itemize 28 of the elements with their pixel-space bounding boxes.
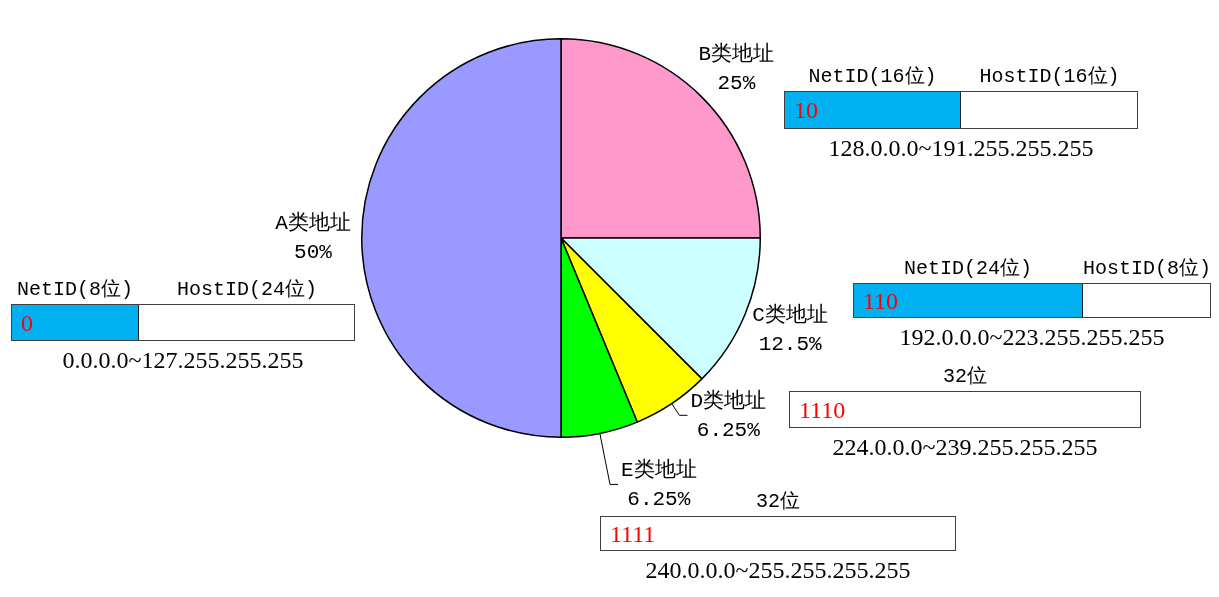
text: 10 bbox=[794, 97, 818, 123]
data-label: 6.25% bbox=[627, 487, 691, 511]
text: 0.0.0.0~127.255.255.255 bbox=[62, 347, 304, 373]
text: 128.0.0.0~191.255.255.255 bbox=[828, 135, 1094, 161]
text: 1111 bbox=[610, 520, 656, 547]
text: 32位 bbox=[755, 490, 801, 514]
data-label: 50% bbox=[294, 241, 333, 265]
text: 240.0.0.0~255.255.255.255 bbox=[645, 557, 911, 583]
text: HostID(8位) bbox=[1082, 257, 1211, 281]
text: 224.0.0.0~239.255.255.255 bbox=[832, 434, 1098, 460]
text: NetID(16位) bbox=[808, 65, 937, 89]
text: NetID(24位) bbox=[903, 257, 1032, 281]
text: NetID(8位) bbox=[16, 278, 133, 302]
text: 110 bbox=[863, 287, 899, 314]
text: 1110 bbox=[799, 396, 846, 423]
text: HostID(16位) bbox=[979, 65, 1120, 89]
slice-label: B类地址 bbox=[698, 41, 775, 66]
text: 192.0.0.0~223.255.255.255 bbox=[899, 324, 1165, 350]
data-label: 25% bbox=[717, 71, 756, 95]
text: 32位 bbox=[942, 365, 988, 389]
text: 0 bbox=[21, 309, 33, 336]
text: HostID(24位) bbox=[176, 278, 317, 302]
slice-label: C类地址 bbox=[752, 302, 828, 327]
slice-label: A类地址 bbox=[275, 211, 351, 236]
slice-label: D类地址 bbox=[690, 388, 767, 413]
data-label: 6.25% bbox=[696, 418, 761, 442]
data-label: 12.5% bbox=[758, 332, 823, 356]
slice-label: E类地址 bbox=[621, 457, 697, 482]
